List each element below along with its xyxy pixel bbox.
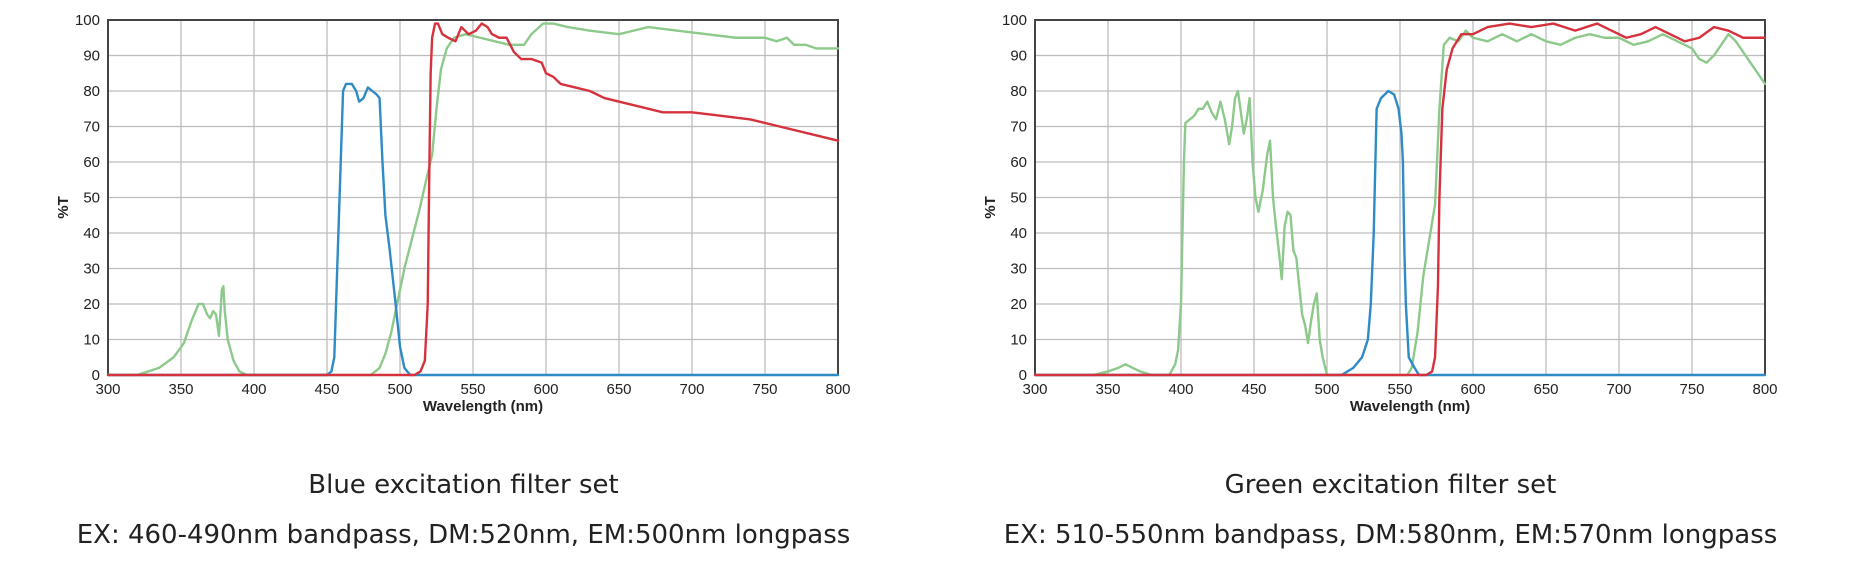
y-tick-label: 10 bbox=[1010, 332, 1027, 349]
y-tick-label: 30 bbox=[83, 261, 100, 278]
y-tick-label: 80 bbox=[83, 83, 100, 100]
series-line-0 bbox=[106, 22, 840, 377]
chart-blue-filter: 0 10 20 30 40 50 60 70 80 90 100 300 350 400 450 500 550… bbox=[55, 12, 851, 415]
chart-green-filter: 0 10 20 30 40 50 60 70 80 90 100 300 350 400 450 500 550… bbox=[982, 12, 1778, 415]
y-axis-title: %T bbox=[55, 196, 72, 219]
x-tick-label: 450 bbox=[1241, 381, 1266, 398]
x-tick-label: 500 bbox=[1314, 381, 1339, 398]
y-axis-title: %T bbox=[982, 196, 999, 219]
y-tick-label: 40 bbox=[83, 225, 100, 242]
x-tick-label: 650 bbox=[1533, 381, 1558, 398]
x-tick-label: 750 bbox=[1679, 381, 1704, 398]
caption-subtitle-blue: EX: 460-490nm bandpass, DM:520nm, EM:500… bbox=[76, 520, 851, 550]
chart-panel-blue: 0 10 20 30 40 50 60 70 80 90 100 300 350 400 450 500 550… bbox=[55, 12, 851, 550]
series-line-2 bbox=[1033, 22, 1767, 377]
x-tick-label: 600 bbox=[533, 381, 558, 398]
x-tick-label: 400 bbox=[241, 381, 266, 398]
x-tick-label: 500 bbox=[387, 381, 412, 398]
x-tick-label: 300 bbox=[95, 381, 120, 398]
y-tick-label: 70 bbox=[83, 119, 100, 136]
x-tick-label: 600 bbox=[1460, 381, 1485, 398]
y-tick-label: 90 bbox=[1010, 48, 1027, 65]
series-line-0 bbox=[1033, 29, 1767, 377]
y-tick-label: 90 bbox=[83, 48, 100, 65]
y-tick-label: 20 bbox=[1010, 296, 1027, 313]
y-tick-label: 30 bbox=[1010, 261, 1027, 278]
y-tick-label: 60 bbox=[1010, 154, 1027, 171]
y-tick-label: 50 bbox=[83, 190, 100, 207]
x-tick-label: 700 bbox=[1606, 381, 1631, 398]
caption-title-green: Green excitation filter set bbox=[1224, 470, 1557, 500]
x-tick-label: 800 bbox=[1752, 381, 1777, 398]
y-tick-label: 50 bbox=[1010, 190, 1027, 207]
x-tick-label: 650 bbox=[606, 381, 631, 398]
series-line-2 bbox=[106, 22, 840, 377]
x-tick-label: 350 bbox=[1095, 381, 1120, 398]
y-tick-label: 10 bbox=[83, 332, 100, 349]
y-tick-label: 20 bbox=[83, 296, 100, 313]
x-axis-title: Wavelength (nm) bbox=[1350, 398, 1470, 415]
y-tick-label: 60 bbox=[83, 154, 100, 171]
y-tick-label: 100 bbox=[1002, 12, 1027, 29]
y-tick-label: 80 bbox=[1010, 83, 1027, 100]
x-tick-label: 350 bbox=[168, 381, 193, 398]
y-tick-label: 0 bbox=[1019, 367, 1027, 384]
series-line-1 bbox=[1033, 89, 1767, 377]
x-tick-label: 550 bbox=[1387, 381, 1412, 398]
x-axis-title: Wavelength (nm) bbox=[423, 398, 543, 415]
caption-title-blue: Blue excitation filter set bbox=[308, 470, 619, 500]
y-tick-label: 40 bbox=[1010, 225, 1027, 242]
x-tick-label: 800 bbox=[825, 381, 850, 398]
caption-subtitle-green: EX: 510-550nm bandpass, DM:580nm, EM:570… bbox=[1003, 520, 1778, 550]
x-tick-label: 450 bbox=[314, 381, 339, 398]
chart-panel-green: 0 10 20 30 40 50 60 70 80 90 100 300 350 400 450 500 550… bbox=[927, 0, 1854, 564]
x-tick-label: 400 bbox=[1168, 381, 1193, 398]
y-tick-label: 0 bbox=[92, 367, 100, 384]
y-tick-label: 70 bbox=[1010, 119, 1027, 136]
x-tick-label: 550 bbox=[460, 381, 485, 398]
x-tick-label: 300 bbox=[1022, 381, 1047, 398]
y-tick-label: 100 bbox=[75, 12, 100, 29]
x-tick-label: 750 bbox=[752, 381, 777, 398]
series-line-1 bbox=[106, 82, 840, 377]
x-tick-label: 700 bbox=[679, 381, 704, 398]
